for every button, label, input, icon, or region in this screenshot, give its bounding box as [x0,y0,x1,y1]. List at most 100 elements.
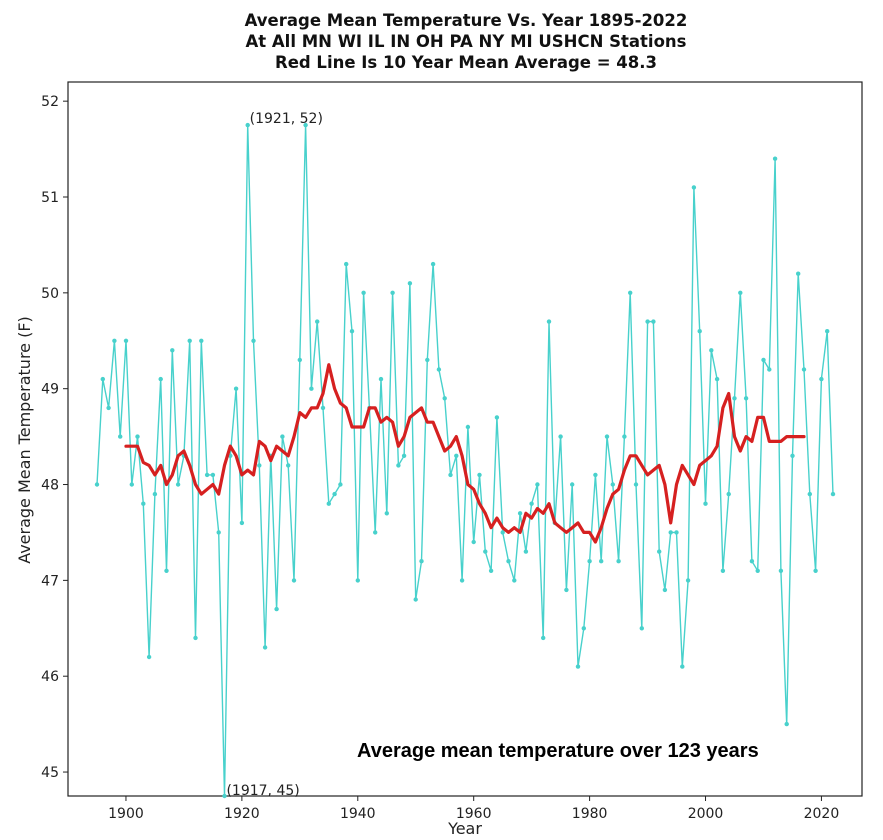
annual-data-point [465,424,471,430]
x-tick-label: 2020 [804,806,840,822]
annual-data-point [657,549,662,554]
annual-data-point [825,329,830,334]
annual-data-point [587,559,592,564]
annual-data-point [697,329,702,334]
annual-data-point [662,587,668,593]
annual-data-point [477,472,482,478]
annual-data-point [564,587,569,593]
annual-data-point [616,559,621,564]
series-layer [94,122,836,799]
annual-data-point [233,386,239,391]
y-tick-label: 49 [41,382,59,398]
annual-data-point [599,559,604,564]
annual-data-point [639,626,644,631]
annual-data-point [262,645,268,650]
ten-year-mean-line [124,363,806,544]
annual-data-point [494,415,500,420]
annual-data-point [807,491,812,497]
annual-data-point [373,530,378,535]
annual-data-point [454,453,459,458]
annual-data-point [158,376,163,382]
annual-data-point [709,348,714,353]
annual-data-point [645,319,650,324]
annual-data-point [570,482,575,487]
annual-data-point [790,453,795,458]
point-annotation: (1921, 52) [250,111,323,127]
annual-data-point [199,338,204,343]
annual-data-point [680,664,685,669]
annual-data-point [251,338,256,343]
annual-data-point [118,434,123,439]
annual-data-point [703,501,708,506]
chart-title-line-1: Average Mean Temperature Vs. Year 1895-2… [245,11,688,30]
annual-data-point [361,290,366,295]
annual-data-point [164,568,169,573]
annual-data-point [396,463,401,468]
annual-data-point [257,463,262,468]
x-tick-label: 1900 [108,806,144,822]
annual-data-point [488,568,494,573]
annual-data-point [761,357,766,363]
annual-data-point [245,122,250,128]
x-tick-label: 1920 [224,806,260,822]
annual-data-point [772,156,778,161]
annual-data-point [523,549,529,554]
annual-data-point [738,290,743,295]
annual-data-point [691,185,697,190]
plot-frame [67,81,863,797]
x-axis-label: Year [447,819,482,838]
annual-data-point [628,290,633,295]
annotation-layer: (1921, 52) (1917, 45) [226,111,322,799]
y-tick-label: 52 [41,94,59,110]
annual-data-point [112,338,117,343]
annual-data-point [187,338,192,343]
annual-data-point [216,530,221,535]
annual-data-point [512,578,517,583]
annual-data-point [100,376,106,382]
annual-data-point [170,348,175,353]
annual-data-point [286,463,291,468]
annual-data-point [622,434,627,439]
annual-data-point [767,367,772,372]
annual-data-point [541,635,546,641]
annual-data-point [344,261,349,267]
annual-data-point [459,578,465,583]
annual-data-point [442,396,447,401]
annual-data-point [471,539,476,545]
annual-data-point [830,491,836,497]
annual-data-point [500,530,505,535]
annual-data-point [239,520,245,526]
annual-data-point [129,482,134,487]
annual-data-point [651,319,656,324]
annual-mean-line [96,124,834,797]
annual-data-point [204,472,210,478]
annual-data-point [315,319,320,324]
annual-data-point [749,559,755,564]
annual-data-point [436,367,442,372]
annual-data-point [280,434,285,439]
annual-data-point [384,511,389,516]
annual-data-point [685,578,691,583]
annual-data-point [714,376,720,382]
annual-data-point [274,606,279,612]
annual-data-point [778,568,784,573]
annual-data-point [141,501,146,506]
annual-data-point [94,482,100,487]
annual-data-point [152,491,158,497]
annual-data-point [222,793,227,799]
annual-data-point [801,367,807,372]
x-tick-label: 2000 [688,806,724,822]
annual-data-point [210,472,216,478]
annual-data-point [309,386,314,391]
annual-data-point [338,482,343,487]
annual-data-point [755,568,760,573]
annual-data-point [355,578,360,583]
annual-data-point [291,578,297,583]
annual-data-point [332,491,337,497]
annual-data-point [303,122,308,128]
annual-data-point [175,482,181,487]
annual-data-point [558,434,563,439]
chart-title-line-3: Red Line Is 10 Year Mean Average = 48.3 [275,53,657,72]
annual-data-point [610,482,615,487]
annual-data-point [326,501,331,506]
